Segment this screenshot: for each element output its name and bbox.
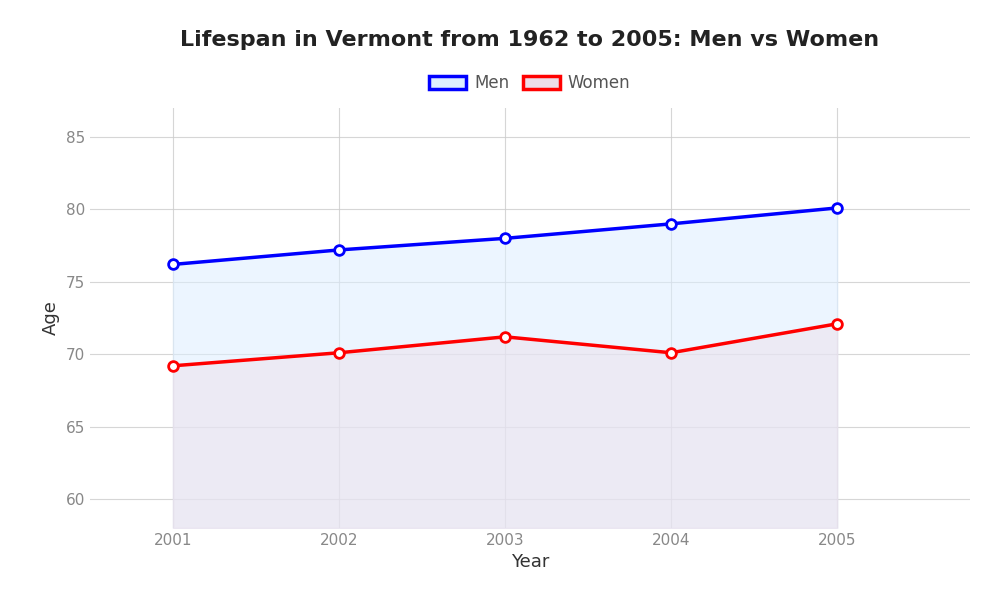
X-axis label: Year: Year — [511, 553, 549, 571]
Title: Lifespan in Vermont from 1962 to 2005: Men vs Women: Lifespan in Vermont from 1962 to 2005: M… — [180, 29, 880, 49]
Y-axis label: Age: Age — [42, 301, 60, 335]
Legend: Men, Women: Men, Women — [421, 66, 639, 101]
